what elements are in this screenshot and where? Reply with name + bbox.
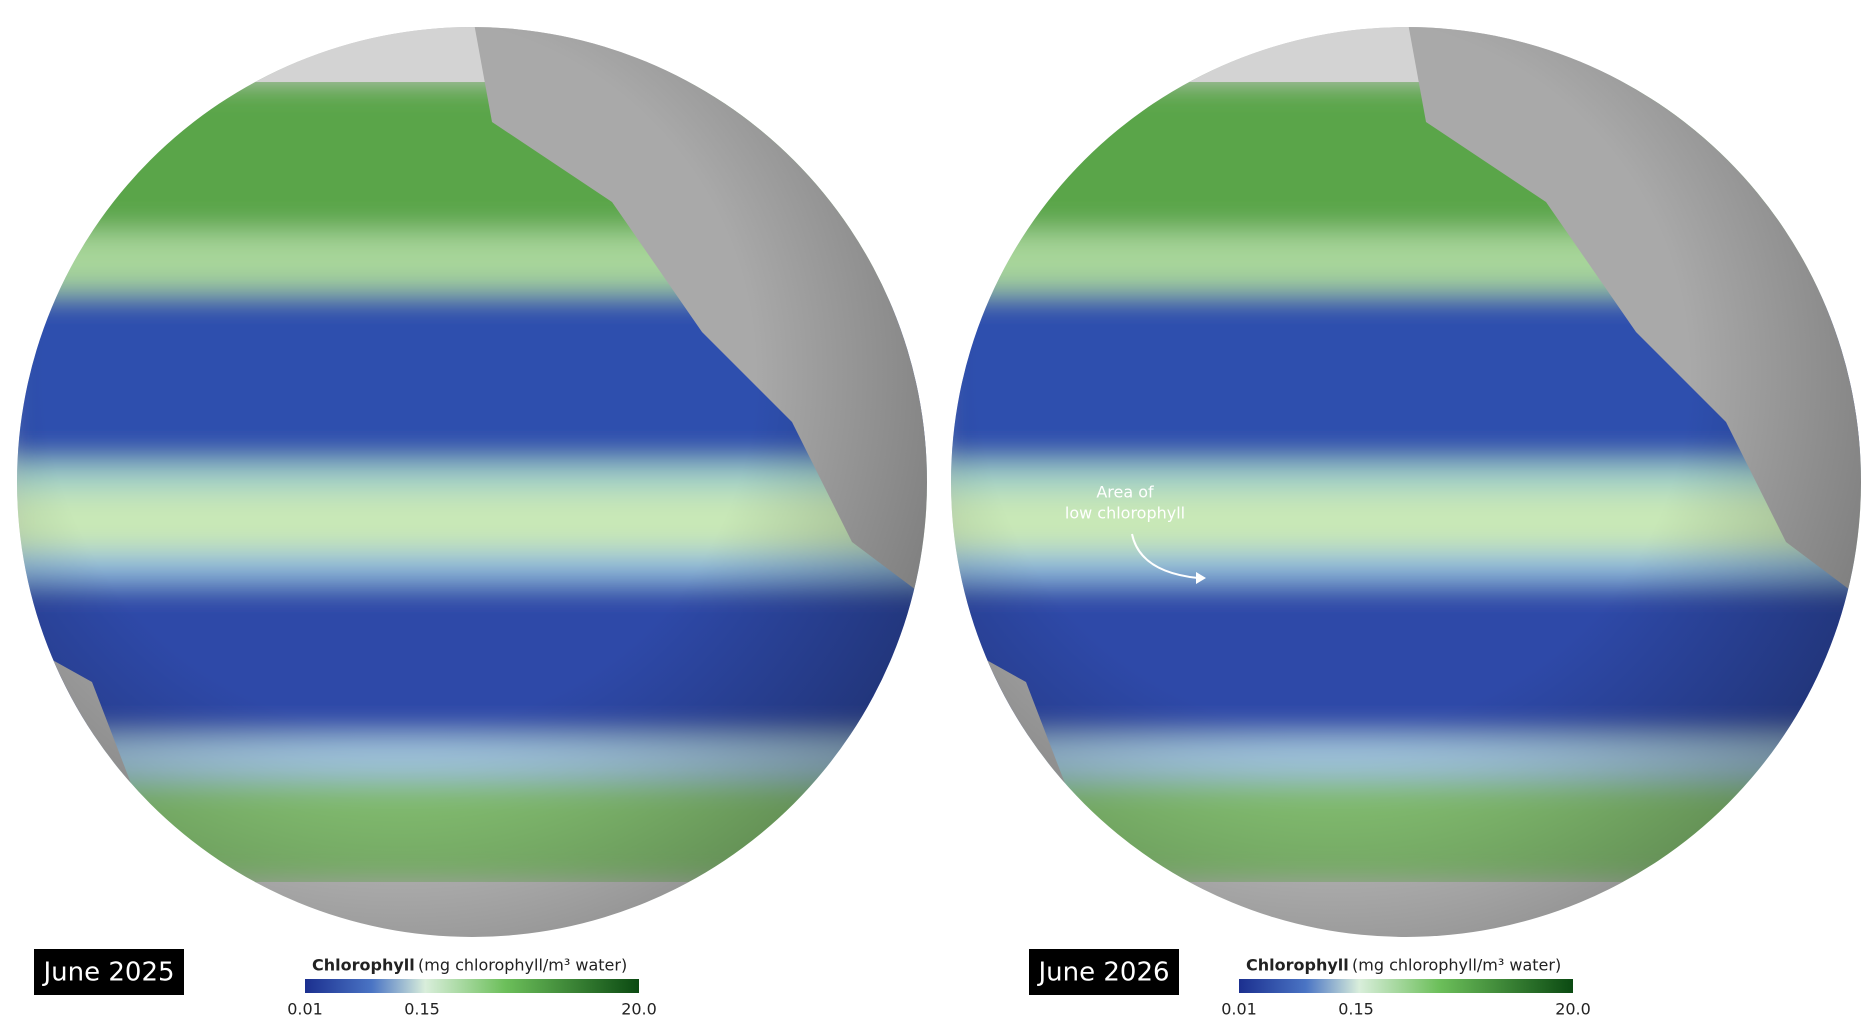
label-box <box>34 949 184 995</box>
colorbar-tick: 20.0 <box>621 1000 657 1019</box>
panel: June 2025 Chlorophyll (mg chlorophyll/m³… <box>34 949 657 1019</box>
arrow-head <box>1196 572 1206 584</box>
globe-2026 <box>936 12 1874 962</box>
annotation-arrow <box>1131 533 1199 579</box>
colorbar <box>1239 979 1573 993</box>
panel: June 2026 Chlorophyll (mg chlorophyll/m³… <box>1029 483 1591 1019</box>
colorbar-tick: 20.0 <box>1555 1000 1591 1019</box>
legend-title: Chlorophyll <box>312 956 415 975</box>
label-box <box>1029 949 1179 995</box>
colorbar-tick: 0.15 <box>1338 1000 1374 1019</box>
legend-units: (mg chlorophyll/m³ water) <box>1352 956 1561 975</box>
annotation: Area of <box>1096 483 1154 502</box>
globe-2025 <box>2 12 942 962</box>
annotation: low chlorophyll <box>1065 504 1185 523</box>
colorbar-tick: 0.15 <box>404 1000 440 1019</box>
panel-label: June 2025 <box>41 958 174 988</box>
legend-units: (mg chlorophyll/m³ water) <box>418 956 627 975</box>
panel-label: June 2026 <box>1036 958 1169 988</box>
legend-title: Chlorophyll <box>1246 956 1349 975</box>
colorbar-tick: 0.01 <box>287 1000 323 1019</box>
colorbar <box>305 979 639 993</box>
colorbar-tick: 0.01 <box>1221 1000 1257 1019</box>
